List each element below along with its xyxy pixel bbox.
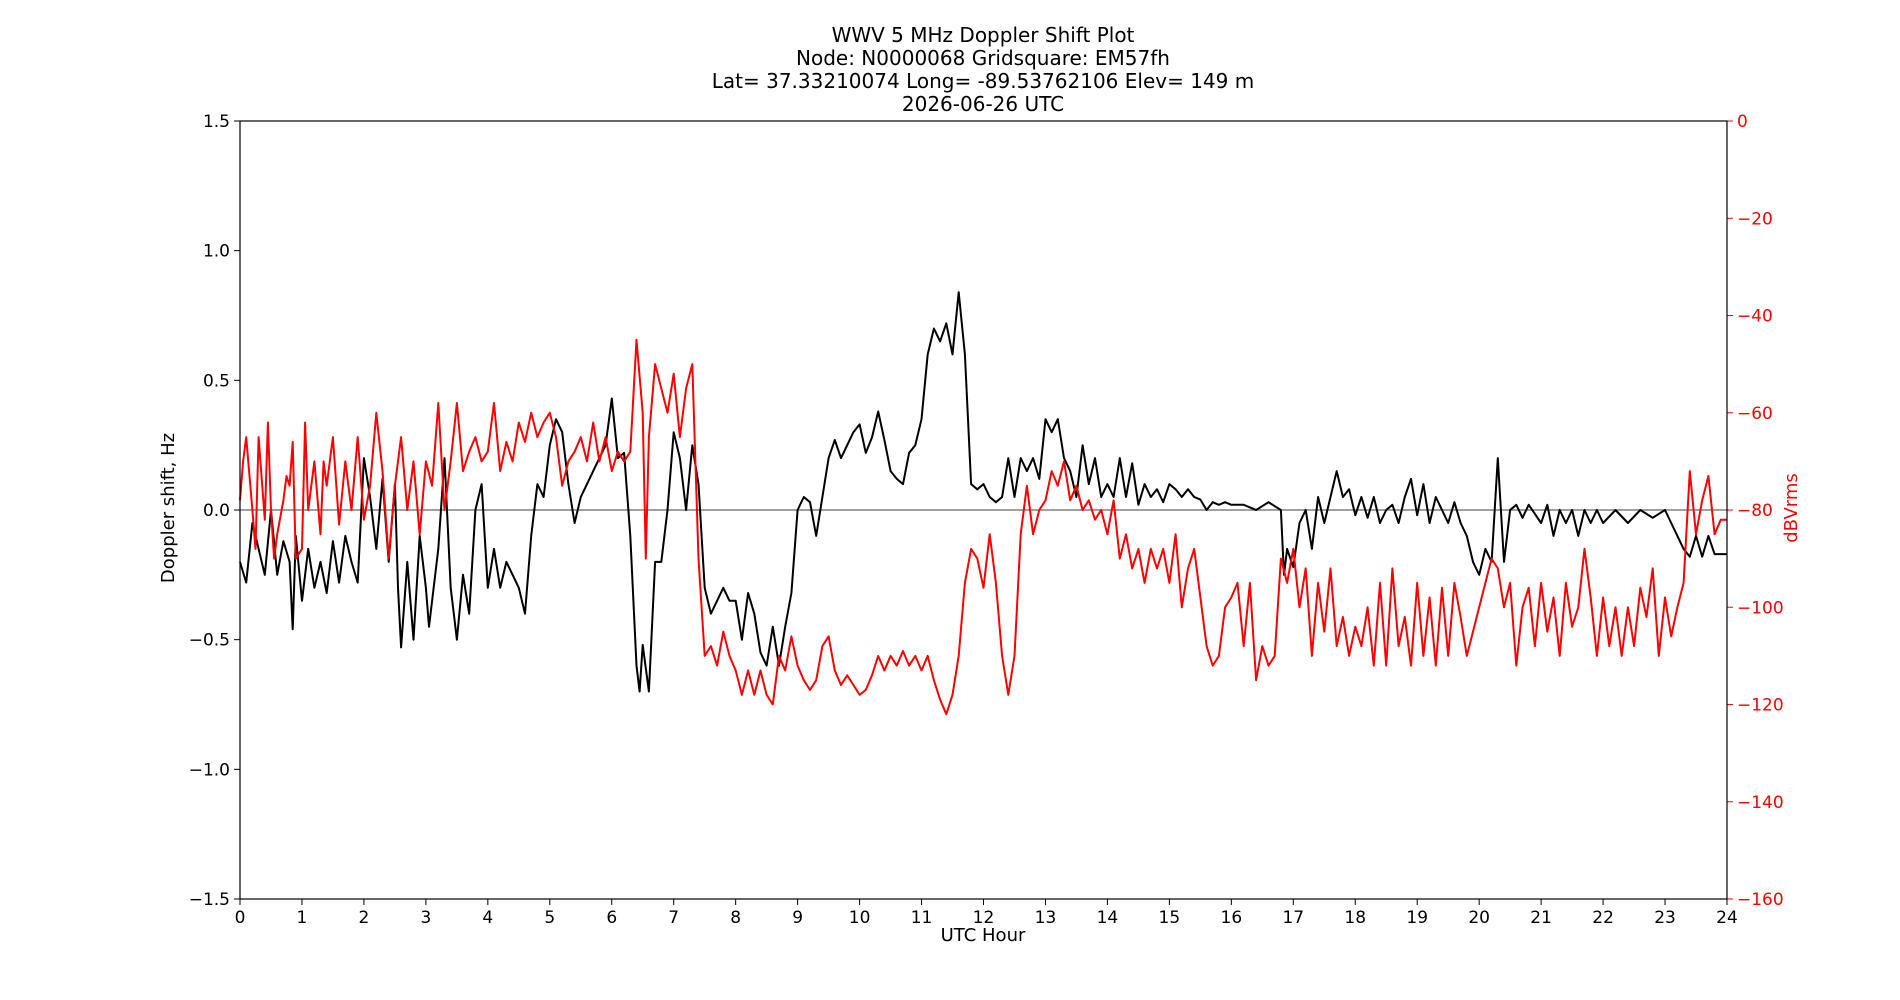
- x-tick-label: 1: [297, 908, 308, 928]
- x-tick-label: 21: [1530, 908, 1552, 928]
- y-right-tick-label: −80: [1737, 501, 1773, 521]
- x-axis-label: UTC Hour: [941, 925, 1026, 946]
- x-tick-label: 11: [911, 908, 933, 928]
- doppler-series-line: [239, 291, 1727, 693]
- y-left-tick-label: −1.0: [189, 760, 230, 780]
- y-left-tick-label: −0.5: [189, 631, 230, 651]
- ticks-layer: 0 1 2 3 4 5 6 7 8 9 10 11 12 13 14 15 16 17 18 19 20 21 22 23 24…: [189, 112, 1784, 928]
- y-axis-label-right: dBVrms: [1781, 473, 1802, 543]
- x-tick-label: 16: [1221, 908, 1243, 928]
- title-line-2: Node: N0000068 Gridsquare: EM57fh: [796, 46, 1170, 70]
- y-left-tick-label: 1.5: [203, 112, 230, 132]
- x-tick-label: 23: [1654, 908, 1676, 928]
- x-tick-label: 0: [235, 908, 246, 928]
- title-line-3: Lat= 37.33210074 Long= -89.53762106 Elev…: [712, 69, 1254, 93]
- x-tick-label: 19: [1406, 908, 1428, 928]
- x-tick-label: 14: [1097, 908, 1119, 928]
- x-tick-label: 3: [420, 908, 431, 928]
- x-tick-label: 13: [1035, 908, 1057, 928]
- y-right-tick-label: −160: [1737, 890, 1784, 910]
- y-right-tick-label: −20: [1737, 209, 1773, 229]
- y-right-tick-label: 0: [1737, 112, 1748, 132]
- x-tick-label: 6: [606, 908, 617, 928]
- y-axis-label-left: Doppler shift, Hz: [158, 433, 179, 583]
- plot-frame: [239, 120, 1728, 900]
- y-right-tick-label: −100: [1737, 598, 1784, 618]
- chart-title: WWV 5 MHz Doppler Shift Plot Node: N0000…: [712, 23, 1254, 116]
- x-tick-label: 9: [792, 908, 803, 928]
- y-left-tick-label: −1.5: [189, 890, 230, 910]
- x-tick-label: 20: [1468, 908, 1490, 928]
- x-tick-label: 24: [1716, 908, 1738, 928]
- x-tick-label: 7: [668, 908, 679, 928]
- y-right-tick-label: −40: [1737, 307, 1773, 327]
- x-tick-label: 8: [730, 908, 741, 928]
- y-left-tick-label: 1.0: [203, 242, 230, 262]
- y-left-tick-label: 0.0: [203, 501, 230, 521]
- x-tick-label: 10: [849, 908, 871, 928]
- title-line-4: 2026-06-26 UTC: [902, 92, 1064, 116]
- x-tick-label: 12: [973, 908, 995, 928]
- series-layer: [239, 291, 1727, 716]
- y-left-tick-label: 0.5: [203, 371, 230, 391]
- x-tick-label: 2: [359, 908, 370, 928]
- power-series-line: [239, 338, 1727, 716]
- x-tick-label: 18: [1344, 908, 1366, 928]
- x-tick-label: 5: [544, 908, 555, 928]
- x-tick-label: 22: [1592, 908, 1614, 928]
- x-tick-label: 15: [1159, 908, 1181, 928]
- x-tick-label: 4: [482, 908, 493, 928]
- x-tick-label: 17: [1282, 908, 1304, 928]
- y-right-tick-label: −120: [1737, 696, 1784, 716]
- y-right-tick-label: −60: [1737, 404, 1773, 424]
- title-line-1: WWV 5 MHz Doppler Shift Plot: [832, 23, 1135, 47]
- y-right-tick-label: −140: [1737, 793, 1784, 813]
